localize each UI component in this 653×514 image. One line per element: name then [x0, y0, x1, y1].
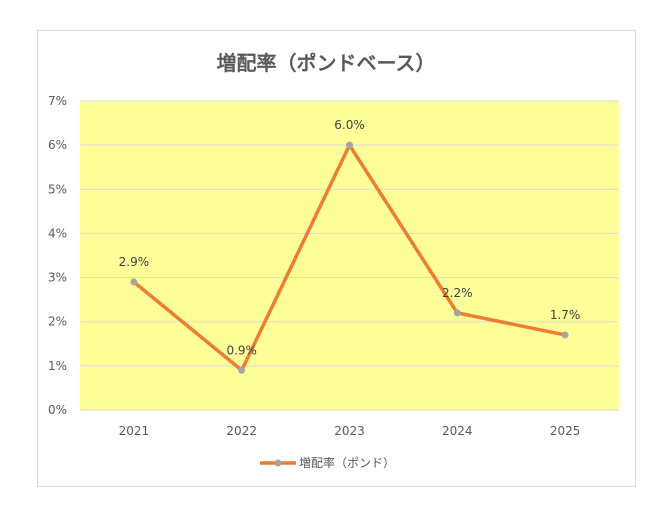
legend-entry-label: 増配率（ポンド） — [299, 455, 395, 470]
x-tick-label: 2024 — [442, 424, 473, 438]
data-label: 2.9% — [119, 255, 150, 269]
x-axis: 2021 2022 2023 2024 2025 — [119, 424, 581, 438]
x-tick-label: 2022 — [226, 424, 257, 438]
y-tick-label: 4% — [48, 226, 67, 240]
data-label: 0.9% — [226, 343, 257, 357]
data-point — [453, 309, 461, 317]
series-layer: 2.9% 0.9% 6.0% 2.2% 1.7% — [119, 118, 581, 374]
data-point — [238, 366, 246, 374]
chart-title: 増配率（ポンドベース） — [217, 51, 436, 75]
x-tick-label: 2021 — [119, 424, 150, 438]
y-tick-label: 1% — [48, 359, 67, 373]
data-point — [346, 141, 353, 149]
plot-area — [80, 101, 619, 410]
data-label: 2.2% — [442, 286, 473, 300]
data-label: 1.7% — [550, 308, 581, 322]
y-tick-label: 3% — [48, 271, 67, 285]
legend[interactable]: 増配率（ポンド） — [260, 455, 395, 470]
data-label: 6.0% — [334, 118, 365, 132]
y-tick-label: 5% — [48, 182, 67, 196]
y-tick-label: 6% — [48, 138, 67, 152]
y-tick-label: 2% — [48, 315, 67, 329]
x-tick-label: 2025 — [550, 424, 581, 438]
data-point — [130, 278, 138, 286]
y-tick-label: 0% — [48, 403, 67, 417]
y-axis: 0% 1% 2% 3% 4% 5% 6% 7% — [48, 94, 67, 417]
data-point — [561, 331, 569, 339]
x-tick-label: 2023 — [334, 424, 365, 438]
y-tick-label: 7% — [48, 94, 67, 108]
legend-marker-swatch — [274, 459, 282, 467]
